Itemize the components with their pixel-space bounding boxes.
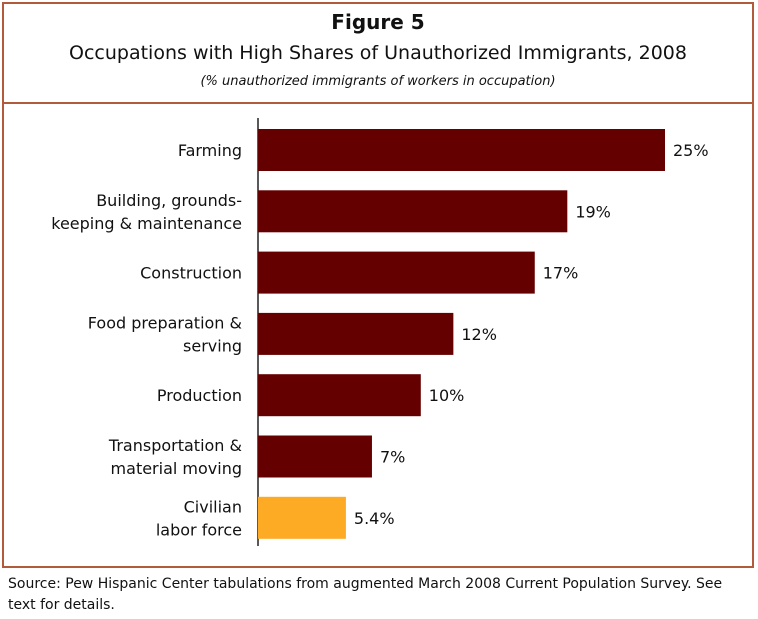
- bar-6: [258, 496, 346, 539]
- source-note: Source: Pew Hispanic Center tabulations …: [8, 576, 723, 613]
- category-label-line: Building, grounds-: [96, 191, 242, 210]
- value-label-5: 7%: [380, 448, 405, 467]
- category-label-line: labor force: [156, 520, 242, 539]
- chart-subtitle: (% unauthorized immigrants of workers in…: [200, 74, 556, 89]
- category-label-line: Farming: [178, 141, 242, 160]
- category-label-line: Construction: [140, 264, 242, 283]
- category-label-line: Food preparation &: [88, 313, 242, 332]
- bar-3: [258, 312, 454, 355]
- figure-label: Figure 5: [331, 10, 425, 34]
- bar-4: [258, 374, 421, 417]
- category-label-5: Transportation & material moving: [108, 436, 242, 478]
- category-label-6: Civilian labor force: [156, 497, 242, 539]
- chart-header: Figure 5 Occupations with High Shares of…: [4, 4, 752, 104]
- value-label-4: 10%: [429, 386, 465, 405]
- value-label-1: 19%: [575, 202, 611, 221]
- category-label-line: material moving: [111, 459, 242, 478]
- category-label-2: Construction: [140, 264, 242, 283]
- category-label-line: Transportation &: [108, 436, 242, 455]
- value-label-6: 5.4%: [354, 509, 395, 528]
- category-label-line: Civilian: [184, 497, 242, 516]
- category-label-line: Production: [157, 386, 242, 405]
- category-label-1: Building, grounds-keeping & maintenance: [51, 191, 242, 233]
- bar-0: [258, 129, 665, 171]
- value-label-2: 17%: [543, 264, 579, 283]
- bar-chart: 25% Farming 19% Building, grounds-keeping &…: [51, 118, 709, 546]
- bar-2: [258, 251, 535, 294]
- category-label-3: Food preparation & serving: [88, 313, 242, 355]
- value-label-0: 25%: [673, 141, 709, 160]
- category-label-line: serving: [183, 336, 242, 355]
- value-label-3: 12%: [461, 325, 497, 344]
- category-label-line: keeping & maintenance: [51, 214, 242, 233]
- category-label-4: Production: [157, 386, 242, 405]
- bar-5: [258, 435, 372, 478]
- chart-title: Occupations with High Shares of Unauthor…: [69, 42, 687, 64]
- bar-1: [258, 190, 568, 233]
- category-label-0: Farming: [178, 141, 242, 160]
